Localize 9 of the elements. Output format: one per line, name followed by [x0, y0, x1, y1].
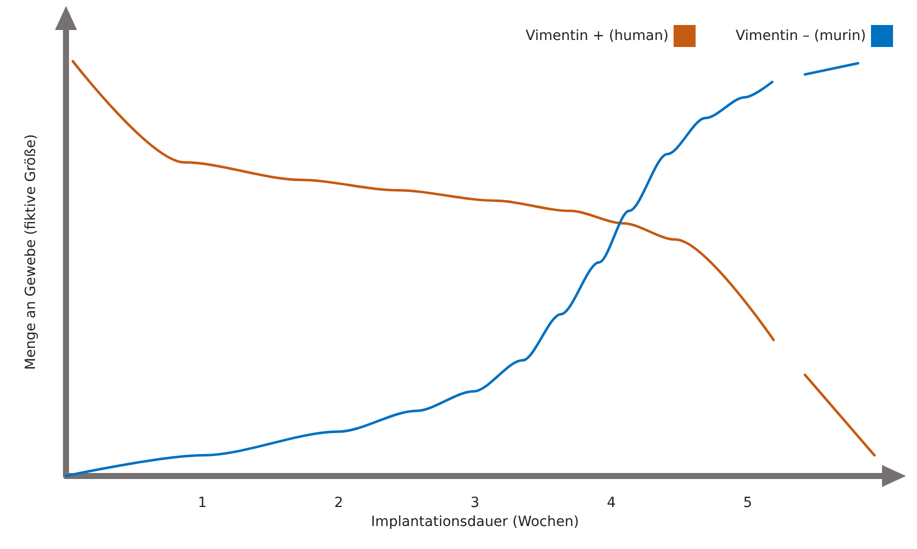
legend-label: Vimentin – (murin) — [736, 28, 866, 44]
x-tick-label: 1 — [198, 495, 207, 511]
x-axis-title: Implantationsdauer (Wochen) — [371, 514, 579, 530]
y-axis-title: Menge an Gewebe (fiktive Größe) — [23, 134, 39, 370]
x-tick-label: 4 — [606, 495, 616, 511]
legend-label: Vimentin + (human) — [526, 28, 669, 44]
x-tick-label: 3 — [470, 495, 480, 511]
x-tick-label: 5 — [743, 495, 752, 511]
x-tick-label: 2 — [334, 495, 344, 511]
